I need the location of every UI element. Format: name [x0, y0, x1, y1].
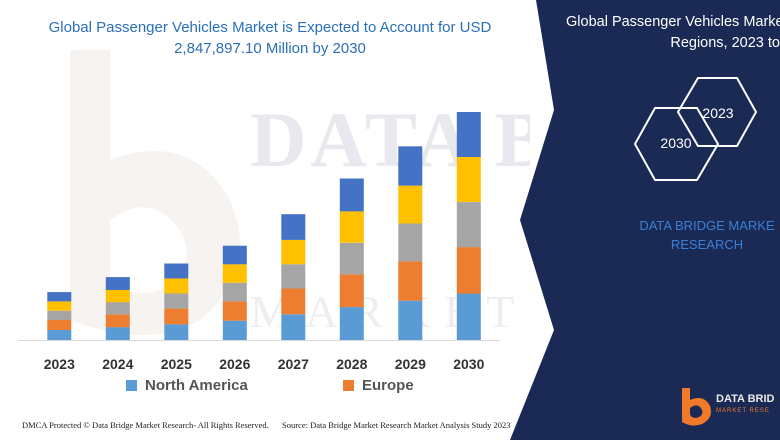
bar-segment-2023-s3: [47, 310, 72, 320]
bar-segment-2025-s3: [164, 293, 189, 309]
bar-segment-2028-s1: [339, 307, 364, 340]
bar-segment-2029-s4: [398, 185, 423, 224]
bar-segment-2029-s5: [398, 146, 423, 186]
bar-segment-2028-s3: [339, 242, 364, 275]
brand-text: DATA BRIDGE MARKE RESEARCH: [634, 216, 780, 254]
bar-segment-2027-s1: [281, 314, 306, 340]
x-tick-label-2029: 2029: [395, 356, 426, 372]
bar-segment-2027-s3: [281, 264, 306, 289]
bar-segment-2025-s2: [164, 308, 189, 325]
bar-segment-2025-s4: [164, 278, 189, 294]
bar-segment-2026-s2: [222, 301, 247, 321]
bar-segment-2030-s5: [456, 112, 481, 157]
legend-swatch-north-america: [126, 380, 137, 391]
bar-segment-2023-s2: [47, 320, 72, 330]
bar-segment-2029-s2: [398, 261, 423, 301]
hex-label-2030: 2030: [660, 135, 692, 151]
bar-segment-2026-s5: [222, 245, 247, 265]
bar-segment-2026-s3: [222, 282, 247, 302]
x-tick-label-2025: 2025: [161, 356, 192, 372]
brand-text-line2: RESEARCH: [670, 237, 744, 252]
x-tick-label-2026: 2026: [219, 356, 250, 372]
bar-chart: 2023 2024 2025 2026 2027 2028 2029 2030: [18, 112, 500, 372]
bar-segment-2026-s4: [222, 264, 247, 283]
logo-subtext: MARKET RESE: [716, 408, 770, 414]
legend-item-europe: Europe: [343, 377, 414, 394]
bar-segment-2030-s1: [456, 293, 481, 340]
watermark-text: DATA BRIDGE: [250, 96, 530, 183]
bar-segment-2024-s4: [105, 290, 130, 303]
bar-segment-2029-s1: [398, 300, 423, 340]
bar-segment-2030-s3: [456, 202, 481, 248]
bar-segment-2023-s1: [47, 330, 72, 340]
bar-segment-2029-s3: [398, 223, 423, 262]
x-tick-label-2023: 2023: [44, 356, 75, 372]
bar-segment-2024-s5: [105, 277, 130, 290]
footer-copyright: DMCA Protected © Data Bridge Market Rese…: [22, 420, 269, 430]
bar-segment-2027-s4: [281, 239, 306, 265]
logo-icon: [682, 388, 711, 426]
bar-segment-2027-s2: [281, 288, 306, 315]
bar-segment-2028-s5: [339, 178, 364, 212]
bar-segment-2030-s2: [456, 247, 481, 294]
x-tick-label-2030: 2030: [453, 356, 484, 372]
bar-segment-2025-s1: [164, 324, 189, 340]
bar-segment-2023-s4: [47, 301, 72, 311]
legend-label-north-america: North America: [145, 377, 248, 394]
bar-segment-2028-s2: [339, 274, 364, 308]
bar-segment-2026-s1: [222, 320, 247, 340]
bar-segment-2030-s4: [456, 157, 481, 202]
bar-segment-2023-s5: [47, 292, 72, 302]
legend-label-europe: Europe: [362, 377, 414, 394]
hex-label-2023: 2023: [702, 105, 734, 121]
bar-segment-2027-s5: [281, 214, 306, 240]
logo-text: DATA BRID: [716, 393, 775, 405]
bar-segment-2024-s3: [105, 302, 130, 315]
panel-title-line2: Regions, 2023 to: [670, 35, 780, 51]
panel-title: Global Passenger Vehicles Marke Regions,…: [566, 12, 780, 54]
bar-segment-2025-s5: [164, 263, 189, 279]
bar-segment-2024-s2: [105, 314, 130, 328]
chart-title: Global Passenger Vehicles Market is Expe…: [48, 19, 492, 57]
info-panel-background: [510, 0, 780, 440]
legend-swatch-europe: [343, 380, 354, 391]
brand-text-line1: DATA BRIDGE MARKE: [639, 218, 775, 233]
bar-segment-2024-s1: [105, 327, 130, 340]
bar-segment-2028-s4: [339, 211, 364, 243]
x-tick-label-2027: 2027: [278, 356, 309, 372]
info-panel: Global Passenger Vehicles Marke Regions,…: [510, 0, 780, 440]
footer-source: Source: Data Bridge Market Research Mark…: [282, 420, 511, 430]
legend-item-north-america: North America: [126, 377, 248, 394]
panel-title-line1: Global Passenger Vehicles Marke: [566, 14, 780, 30]
chart-panel: DATA BRIDGE MARKET RESEARCH Global Passe…: [18, 19, 530, 430]
x-tick-label-2028: 2028: [336, 356, 367, 372]
x-tick-label-2024: 2024: [102, 356, 133, 372]
